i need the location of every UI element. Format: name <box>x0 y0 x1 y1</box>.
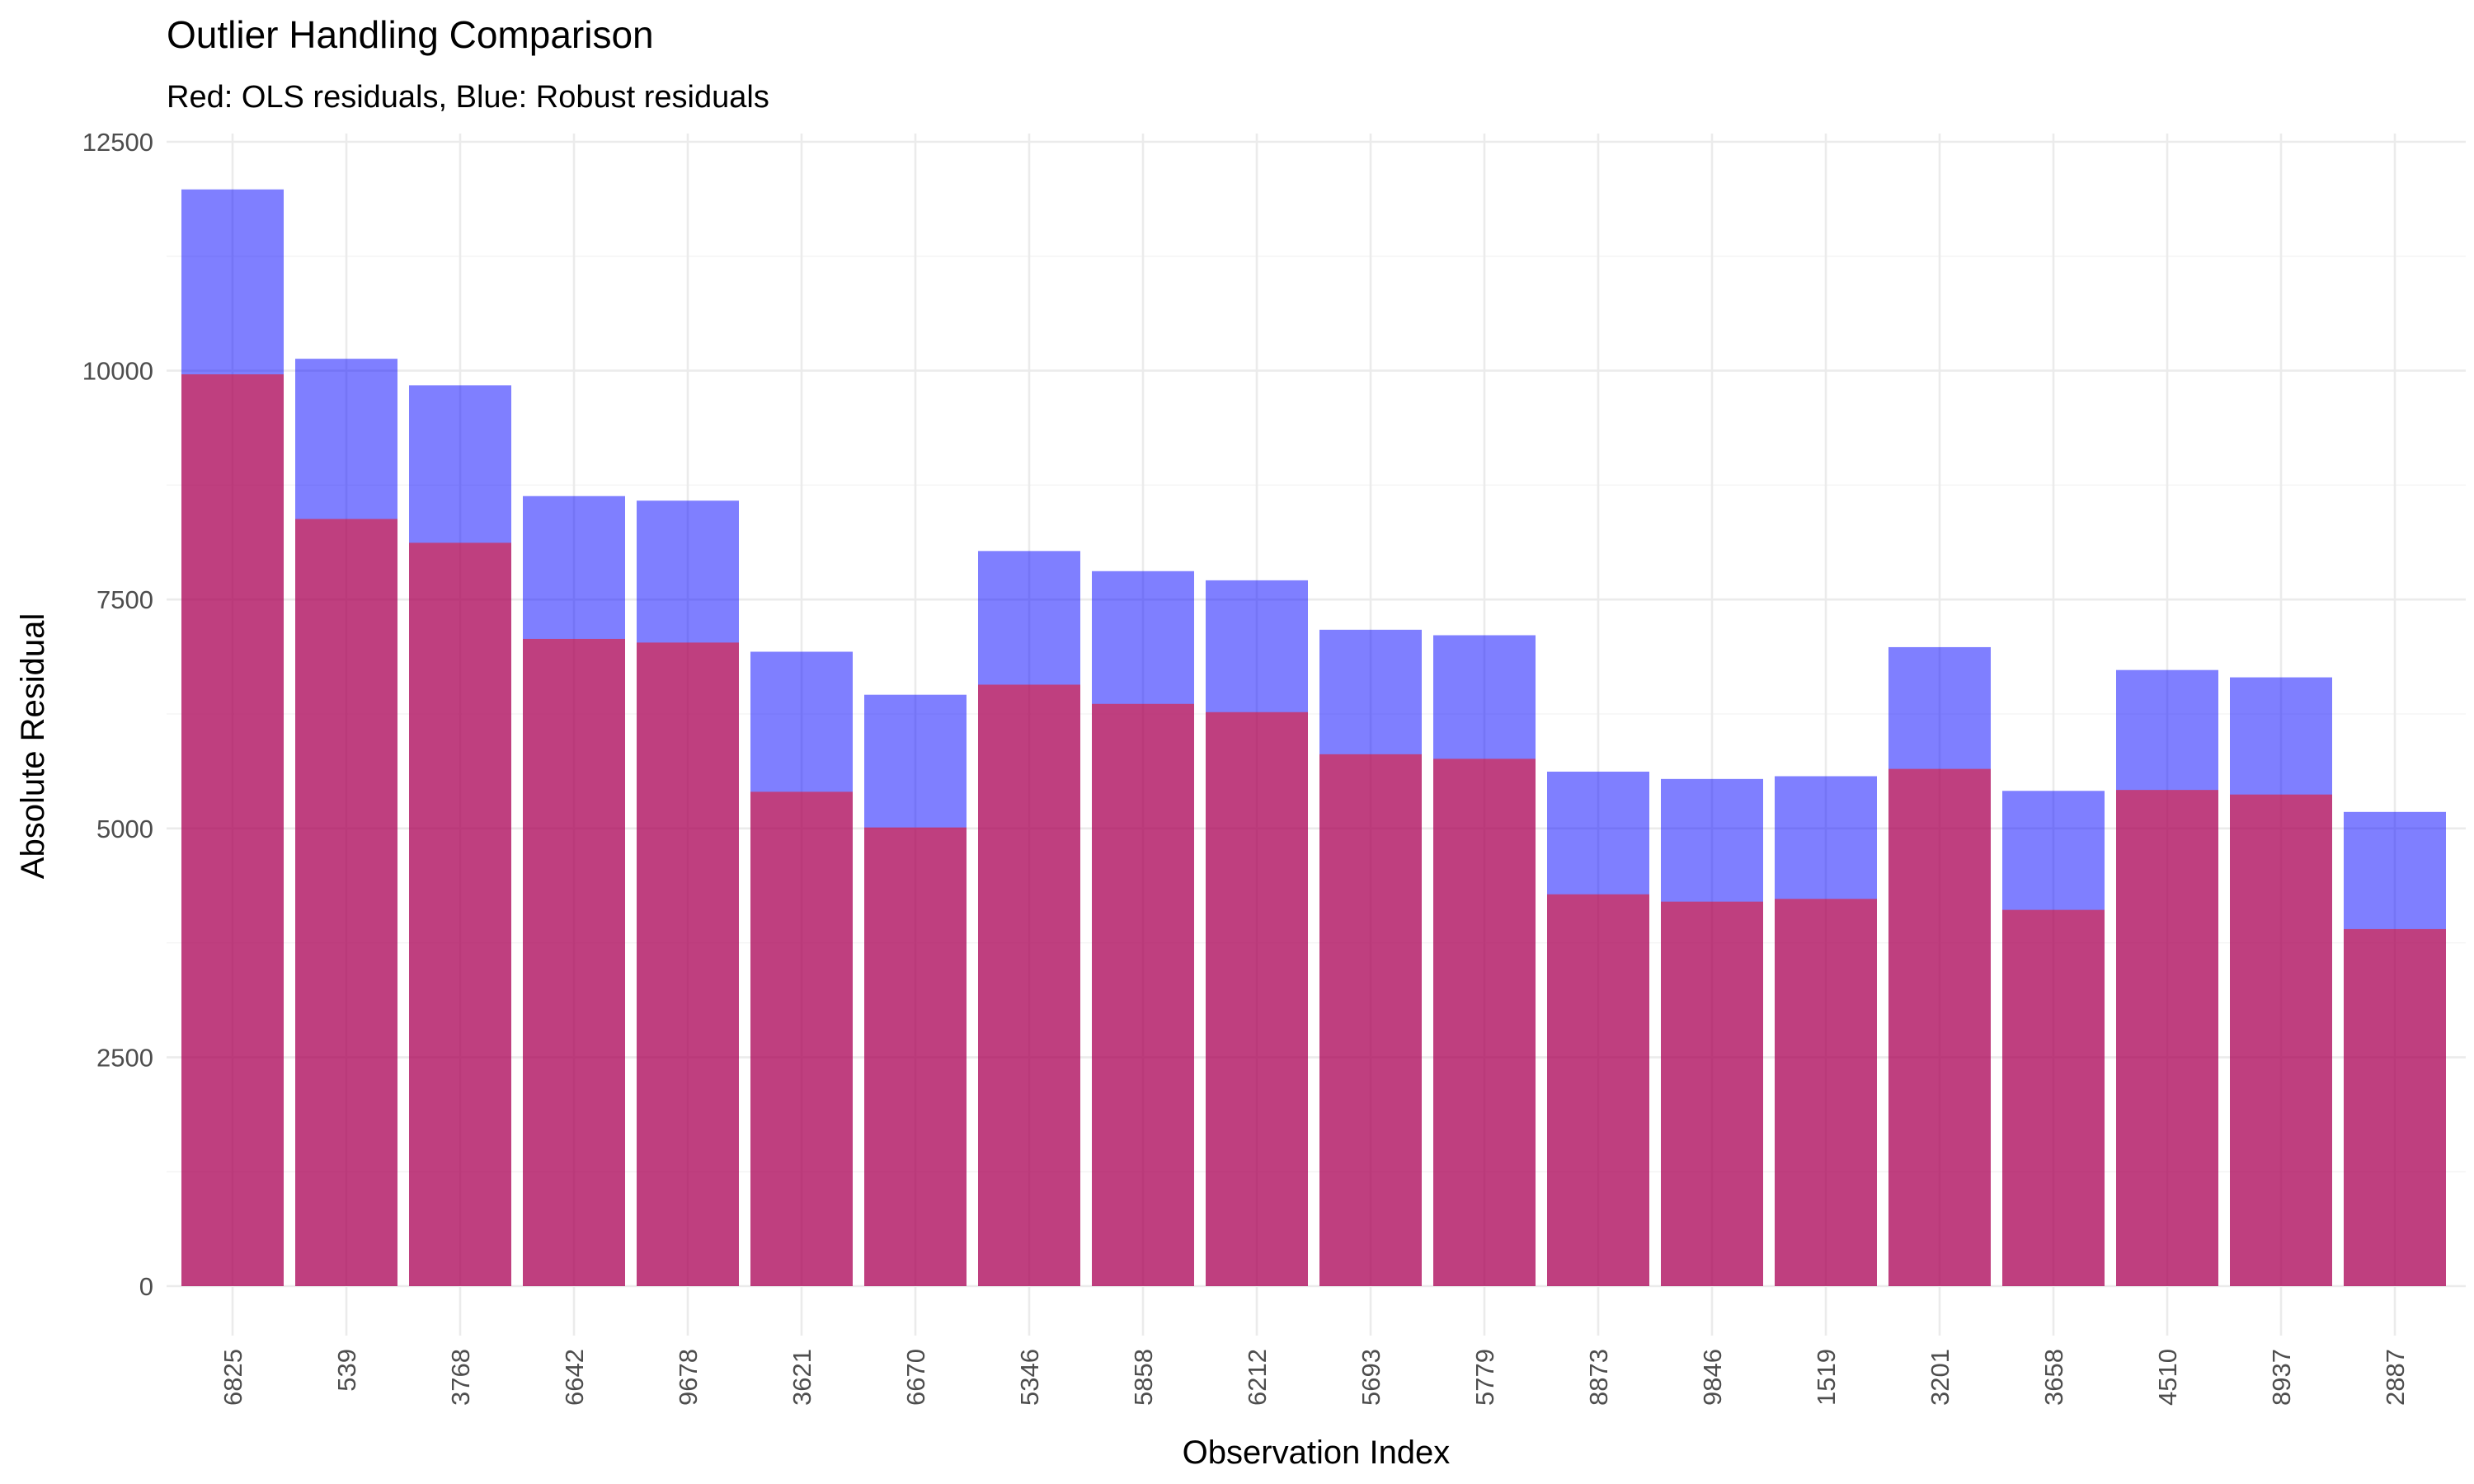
y-tick-label: 12500 <box>82 128 153 157</box>
ols-residual-bar <box>750 791 853 1286</box>
x-tick-label: 8937 <box>2267 1349 2296 1406</box>
x-tick-label: 2887 <box>2381 1349 2410 1406</box>
y-tick-label: 0 <box>139 1272 153 1301</box>
ols-residual-bar <box>409 542 511 1286</box>
ols-residual-bar <box>523 638 625 1286</box>
y-tick-label: 7500 <box>96 585 153 614</box>
chart-subtitle: Red: OLS residuals, Blue: Robust residua… <box>167 80 769 115</box>
ols-residual-bar <box>864 827 967 1286</box>
ols-residual-bar <box>2230 794 2332 1286</box>
x-tick-label: 3621 <box>788 1349 816 1406</box>
x-tick-label: 539 <box>332 1349 361 1392</box>
x-tick-label: 5779 <box>1470 1349 1499 1406</box>
ols-residual-bar <box>2002 909 2105 1286</box>
ols-residual-bar <box>1319 754 1422 1286</box>
x-tick-label: 8873 <box>1584 1349 1613 1406</box>
x-tick-label: 3201 <box>1926 1349 1954 1406</box>
ols-residual-bar <box>1547 894 1649 1286</box>
y-tick-label: 5000 <box>96 815 153 843</box>
chart-title: Outlier Handling Comparison <box>167 13 654 56</box>
ols-residual-bar <box>295 519 397 1286</box>
ols-residual-bar <box>1775 899 1877 1286</box>
ols-residual-bar <box>1888 768 1991 1286</box>
x-tick-label: 5346 <box>1015 1349 1044 1406</box>
x-tick-labels: 6825 539 3768 6642 9678 3621 6670 5346 5858 6212 5… <box>219 1349 2410 1406</box>
ols-residual-bar <box>1433 758 1536 1286</box>
x-tick-label: 9678 <box>674 1349 703 1406</box>
bars <box>181 189 2446 1286</box>
ols-residual-bar <box>1661 901 1763 1286</box>
x-tick-label: 6212 <box>1243 1349 1272 1406</box>
ols-residual-bar <box>978 684 1080 1286</box>
x-tick-label: 3768 <box>446 1349 475 1406</box>
x-tick-label: 5693 <box>1357 1349 1385 1406</box>
x-tick-label: 1519 <box>1812 1349 1841 1406</box>
x-tick-label: 6825 <box>219 1349 247 1406</box>
y-tick-label: 10000 <box>82 357 153 386</box>
x-axis-title: Observation Index <box>1183 1435 1451 1471</box>
x-tick-label: 6670 <box>901 1349 930 1406</box>
y-axis-title: Absolute Residual <box>15 613 51 879</box>
x-tick-label: 5858 <box>1129 1349 1158 1406</box>
x-tick-label: 4510 <box>2153 1349 2182 1406</box>
ols-residual-bar <box>2116 790 2218 1286</box>
ols-residual-bar <box>1206 711 1308 1286</box>
ols-residual-bar <box>2344 928 2446 1286</box>
y-tick-label: 2500 <box>96 1043 153 1072</box>
x-tick-label: 9846 <box>1698 1349 1727 1406</box>
ols-residual-bar <box>1092 703 1194 1286</box>
ols-residual-bar <box>637 642 739 1286</box>
ols-residual-bar <box>181 374 284 1286</box>
x-tick-label: 6642 <box>560 1349 589 1406</box>
x-tick-label: 3658 <box>2039 1349 2068 1406</box>
y-tick-labels: 0 2500 5000 7500 10000 12500 <box>82 128 153 1301</box>
